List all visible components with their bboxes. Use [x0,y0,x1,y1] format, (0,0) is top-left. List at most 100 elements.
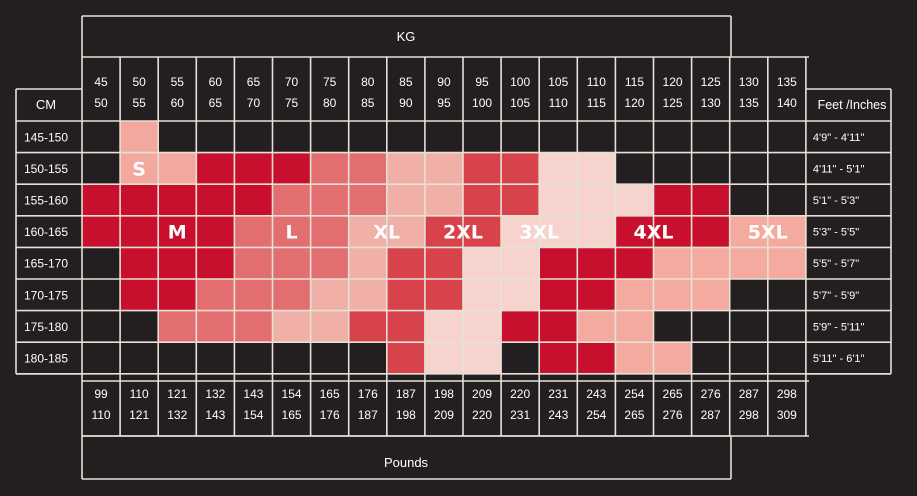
cm-tick-label: 145-150 [24,130,68,144]
gridline-layer [15,15,892,480]
cell-layer [82,121,806,374]
size-cell [348,310,387,343]
size-cell [691,184,730,216]
size-cell [120,152,159,185]
label-layer: 45 50 50 55 55 60 60 65 65 70 70 75 75 80 80 85 85 90 90 95… [24,75,865,422]
size-cell [234,215,273,248]
pounds-tick-label: 298 [777,387,797,401]
kg-tick-label: 55 [132,96,146,110]
size-cell [234,184,273,216]
kg-tick-label: 50 [132,75,146,89]
size-cell [386,342,425,374]
size-cell [234,152,273,185]
kg-tick-label: 80 [361,75,375,89]
size-cell [729,247,768,279]
size-label: 5XL [748,222,788,244]
size-cell [272,215,311,248]
size-cell [158,184,197,216]
size-cell [691,215,730,248]
size-cell [424,152,463,185]
kg-tick-label: 100 [510,75,530,89]
size-cell [158,310,197,343]
size-cell [539,215,578,248]
feet-tick-label: 4'9" - 4'11" [813,132,865,144]
cm-tick-label: 160-165 [24,225,68,239]
size-cell [653,184,692,216]
pounds-title: Pounds [384,455,429,470]
feet-tick-label: 5'1" - 5'3" [813,195,859,207]
kg-tick-label: 85 [361,96,375,110]
kg-tick-label: 110 [587,75,606,89]
size-cell [615,215,654,248]
size-cell [196,310,235,343]
cm-tick-label: 180-185 [24,352,68,366]
pounds-tick-label: 276 [663,408,683,422]
size-cell [501,215,540,248]
size-cell [82,215,121,248]
size-cell [501,247,540,279]
size-cell [348,184,387,216]
size-cell [501,279,540,311]
kg-tick-label: 105 [548,75,568,89]
size-cell [577,247,616,279]
kg-tick-label: 130 [701,96,721,110]
kg-title: KG [397,29,416,44]
pounds-tick-label: 154 [282,387,302,401]
size-cell [386,247,425,279]
size-cell [463,152,502,185]
pounds-tick-label: 187 [396,387,416,401]
kg-tick-label: 95 [437,96,451,110]
pounds-tick-label: 165 [320,387,340,401]
cm-tick-label: 170-175 [24,288,68,302]
size-cell [501,310,540,343]
size-cell [196,152,235,185]
size-cell [158,215,197,248]
size-cell [272,279,311,311]
size-cell [577,342,616,374]
cm-tick-label: 155-160 [24,194,68,208]
size-cell [691,279,730,311]
size-cell [729,215,768,248]
size-label: M [168,222,187,244]
kg-tick-label: 60 [209,75,223,89]
size-cell [577,279,616,311]
size-cell [234,279,273,311]
size-cell [767,215,806,248]
kg-tick-label: 70 [285,75,299,89]
size-cell [120,215,159,248]
size-cell [539,310,578,343]
size-cell [310,184,349,216]
pounds-tick-label: 309 [777,408,797,422]
size-cell [463,310,502,343]
kg-tick-label: 75 [285,96,299,110]
kg-tick-label: 80 [323,96,337,110]
size-cell [539,247,578,279]
kg-tick-label: 120 [624,96,644,110]
kg-tick-label: 115 [587,96,606,110]
cm-tick-label: 150-155 [24,162,68,176]
pounds-tick-label: 198 [434,387,454,401]
size-cell [348,247,387,279]
pounds-tick-label: 243 [548,408,568,422]
size-cell [234,247,273,279]
size-cell [463,215,502,248]
size-cell [653,279,692,311]
size-cell [234,310,273,343]
kg-tick-label: 50 [94,96,108,110]
size-cell [424,247,463,279]
size-cell [120,121,159,153]
size-cell [424,215,463,248]
kg-tick-label: 90 [399,96,413,110]
pounds-tick-label: 187 [358,408,378,422]
kg-tick-label: 140 [777,96,797,110]
size-cell [386,184,425,216]
size-cell [653,215,692,248]
size-cell [501,152,540,185]
kg-tick-label: 45 [94,75,108,89]
pounds-tick-label: 165 [282,408,302,422]
pounds-tick-label: 254 [624,387,644,401]
pounds-tick-label: 276 [701,387,721,401]
pounds-tick-label: 132 [205,387,225,401]
kg-tick-label: 75 [323,75,337,89]
pounds-tick-label: 99 [94,387,108,401]
